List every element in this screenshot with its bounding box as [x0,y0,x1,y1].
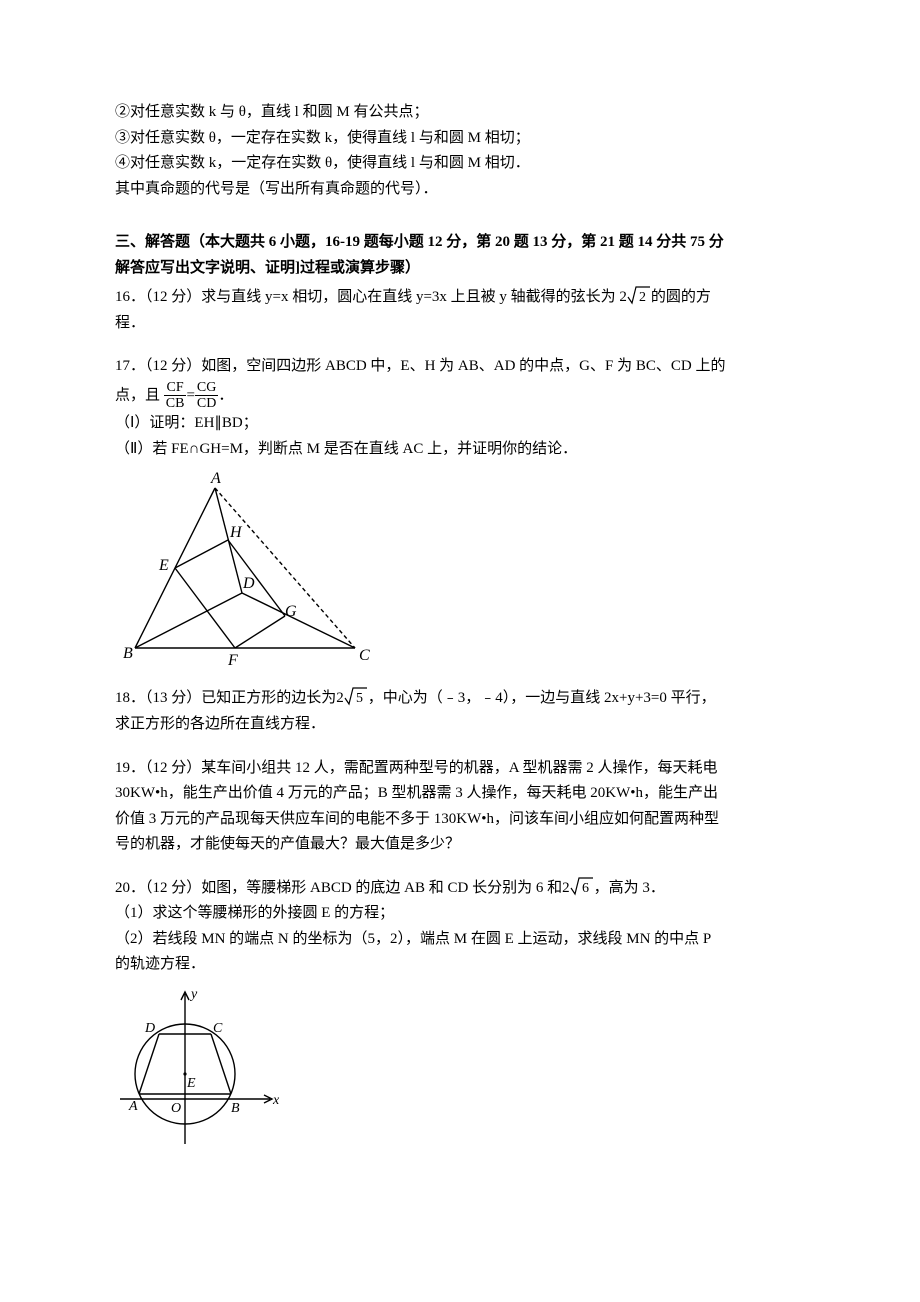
frac2-den: CD [195,396,218,411]
q19-line2: 30KW•h，能生产出价值 4 万元的产品；B 型机器需 3 人操作，每天耗电 … [115,781,805,807]
prelude-item-2: ②对任意实数 k 与 θ，直线 l 和圆 M 有公共点； [115,100,805,126]
q17-figure: A B C D E F G H [115,468,805,668]
q20-part1: （1）求这个等腰梯形的外接圆 E 的方程； [115,901,805,927]
prelude-item-4: ④对任意实数 k，一定存在实数 θ，使得直线 l 与和圆 M 相切． [115,151,805,177]
svg-text:D: D [242,575,255,592]
q17-line2: 点，且 CF CB = CG CD ． [115,380,805,412]
svg-text:C: C [213,1021,223,1036]
question-16: 16．（12 分）求与直线 y=x 相切，圆心在直线 y=3x 上且被 y 轴截… [115,285,805,336]
svg-text:C: C [359,647,370,664]
q18-sqrt-coef: 2 [336,690,344,706]
question-18: 18．（13 分）已知正方形的边长为25，中心为（﹣3，﹣4），一边与直线 2x… [115,686,805,737]
q17-part2: （Ⅱ）若 FE∩GH=M，判断点 M 是否在直线 AC 上，并证明你的结论． [115,437,805,463]
q18-pre: 18．（13 分）已知正方形的边长为 [115,691,336,707]
section-3-header-line1: 三、解答题（本大题共 6 小题，16-19 题每小题 12 分，第 20 题 1… [115,230,805,256]
q20-line1: 20．（12 分）如图，等腰梯形 ABCD 的底边 AB 和 CD 长分别为 6… [115,876,805,902]
q16-sqrt-coef: 2 [619,289,627,305]
q20-part2: （2）若线段 MN 的端点 N 的坐标为（5，2），端点 M 在圆 E 上运动，… [115,927,805,953]
sqrt-6-icon: 26 [562,876,594,902]
svg-text:G: G [285,603,297,620]
q19-line3: 价值 3 万元的产品现每天供应车间的电能不多于 130KW•h，问该车间小组应如… [115,807,805,833]
q17-part1: （Ⅰ）证明：EH∥BD； [115,411,805,437]
svg-text:E: E [186,1076,196,1091]
q19-line1: 19．（12 分）某车间小组共 12 人，需配置两种型号的机器，A 型机器需 2… [115,756,805,782]
q17-l2-pre: 点，且 [115,387,160,403]
q17-line1: 17．（12 分）如图，空间四边形 ABCD 中，E、H 为 AB、AD 的中点… [115,354,805,380]
tetrahedron-diagram-icon: A B C D E F G H [115,468,375,668]
svg-text:H: H [229,524,243,541]
q17-l2-post: ． [218,387,233,403]
q19-line4: 号的机器，才能使每天的产值最大？最大值是多少？ [115,832,805,858]
question-20: 20．（12 分）如图，等腰梯形 ABCD 的底边 AB 和 CD 长分别为 6… [115,876,805,1154]
q20-sqrt-coef: 2 [562,880,570,896]
q16-line1: 16．（12 分）求与直线 y=x 相切，圆心在直线 y=3x 上且被 y 轴截… [115,285,805,311]
svg-text:x: x [272,1093,280,1108]
svg-text:A: A [210,470,221,487]
sqrt-2-icon: 22 [619,285,651,311]
sqrt-5-icon: 25 [336,686,368,712]
svg-text:y: y [189,987,198,1002]
svg-text:2: 2 [639,290,646,305]
q20-figure: A B C D E O x y [115,984,805,1154]
svg-text:5: 5 [356,691,363,706]
q17-eq: = [186,387,194,403]
q18-line2: 求正方形的各边所在直线方程． [115,712,805,738]
svg-text:6: 6 [582,881,589,896]
section-3-header-line2: 解答应写出文字说明、证明]过程或演算步骤） [115,256,805,282]
prelude-block: ②对任意实数 k 与 θ，直线 l 和圆 M 有公共点； ③对任意实数 θ，一定… [115,100,805,202]
section-3-header: 三、解答题（本大题共 6 小题，16-19 题每小题 12 分，第 20 题 1… [115,230,805,281]
frac1-num: CF [164,380,187,396]
svg-text:D: D [144,1021,155,1036]
q18-mid: ，中心为（﹣3，﹣4），一边与直线 2x+y+3=0 平行， [368,691,716,707]
svg-text:F: F [227,652,238,668]
svg-text:O: O [171,1101,181,1116]
circle-trapezoid-diagram-icon: A B C D E O x y [115,984,285,1154]
q16-text-pre: 16．（12 分）求与直线 y=x 相切，圆心在直线 y=3x 上且被 y 轴截… [115,289,619,305]
q20-part3: 的轨迹方程． [115,952,805,978]
prelude-conclusion: 其中真命题的代号是（写出所有真命题的代号）． [115,177,805,203]
question-17: 17．（12 分）如图，空间四边形 ABCD 中，E、H 为 AB、AD 的中点… [115,354,805,668]
fraction-cg-cd: CG CD [195,380,218,412]
q16-line2: 程． [115,311,805,337]
frac1-den: CB [164,396,187,411]
fraction-cf-cb: CF CB [164,380,187,412]
q20-pre: 20．（12 分）如图，等腰梯形 ABCD 的底边 AB 和 CD 长分别为 6… [115,880,562,896]
frac2-num: CG [195,380,218,396]
svg-text:B: B [231,1101,240,1116]
q18-line1: 18．（13 分）已知正方形的边长为25，中心为（﹣3，﹣4），一边与直线 2x… [115,686,805,712]
q16-text-post: 的圆的方 [651,289,711,305]
prelude-item-3: ③对任意实数 θ，一定存在实数 k，使得直线 l 与和圆 M 相切； [115,126,805,152]
svg-text:A: A [128,1099,138,1114]
question-19: 19．（12 分）某车间小组共 12 人，需配置两种型号的机器，A 型机器需 2… [115,756,805,858]
svg-text:E: E [158,557,169,574]
svg-text:B: B [123,645,133,662]
q20-post: ，高为 3． [594,880,665,896]
